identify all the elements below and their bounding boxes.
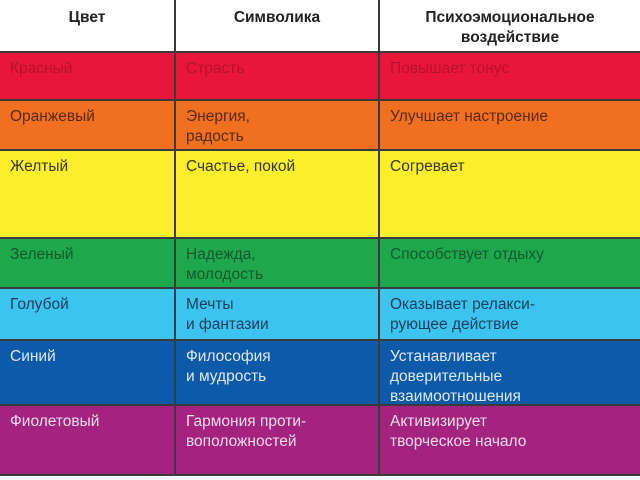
cell-color-name: Фиолетовый (10, 413, 100, 430)
cell-symbolism: Энергия, радость (174, 101, 378, 149)
cell-effect: Оказывает релакси- рующее действие (378, 289, 640, 339)
table-row: Голубой Мечты и фантазии Оказывает релакси… (0, 289, 640, 341)
cell-color-name: Голубой (10, 296, 69, 313)
table-row: Желтый Счастье, покой Согревает (0, 151, 640, 239)
cell-color-name: Оранжевый (10, 108, 95, 125)
cell-symbolism: Надежда, молодость (174, 239, 378, 287)
cell-color-name: Синий (10, 348, 56, 365)
header-cell-symbolism: Символика (174, 0, 378, 51)
cell-effect: Улучшает настроение (378, 101, 640, 149)
cell-symbolism: Счастье, покой (174, 151, 378, 237)
cell-symbolism: Гармония проти- воположностей (174, 406, 378, 474)
cell-symbolism: Философия и мудрость (174, 341, 378, 404)
cell-effect: Активизирует творческое начало (378, 406, 640, 474)
cell-effect: Повышает тонус (378, 53, 640, 99)
cell-color-name: Красный (10, 60, 73, 77)
cell-symbolism: Страсть (174, 53, 378, 99)
table-row: Оранжевый Энергия, радость Улучшает настро… (0, 101, 640, 151)
table-header: Цвет Символика Психоэмоциональное воздей… (0, 0, 640, 53)
table-row: Зеленый Надежда, молодость Способствует от… (0, 239, 640, 289)
cell-color-name: Желтый (10, 158, 69, 175)
cell-effect: Способствует отдыху (378, 239, 640, 287)
cell-color-name: Зеленый (10, 246, 74, 263)
table-row: Фиолетовый Гармония проти- воположностей А… (0, 406, 640, 476)
table-row: Красный Страсть Повышает тонус (0, 53, 640, 101)
cell-symbolism: Мечты и фантазии (174, 289, 378, 339)
header-cell-effect: Психоэмоциональное воздействие (378, 0, 640, 51)
table-row: Синий Философия и мудрость Устанавливает д… (0, 341, 640, 406)
cell-effect: Устанавливает доверительные взаимоотноше… (378, 341, 640, 405)
header-cell-color: Цвет (68, 9, 106, 26)
cell-effect: Согревает (378, 151, 640, 237)
